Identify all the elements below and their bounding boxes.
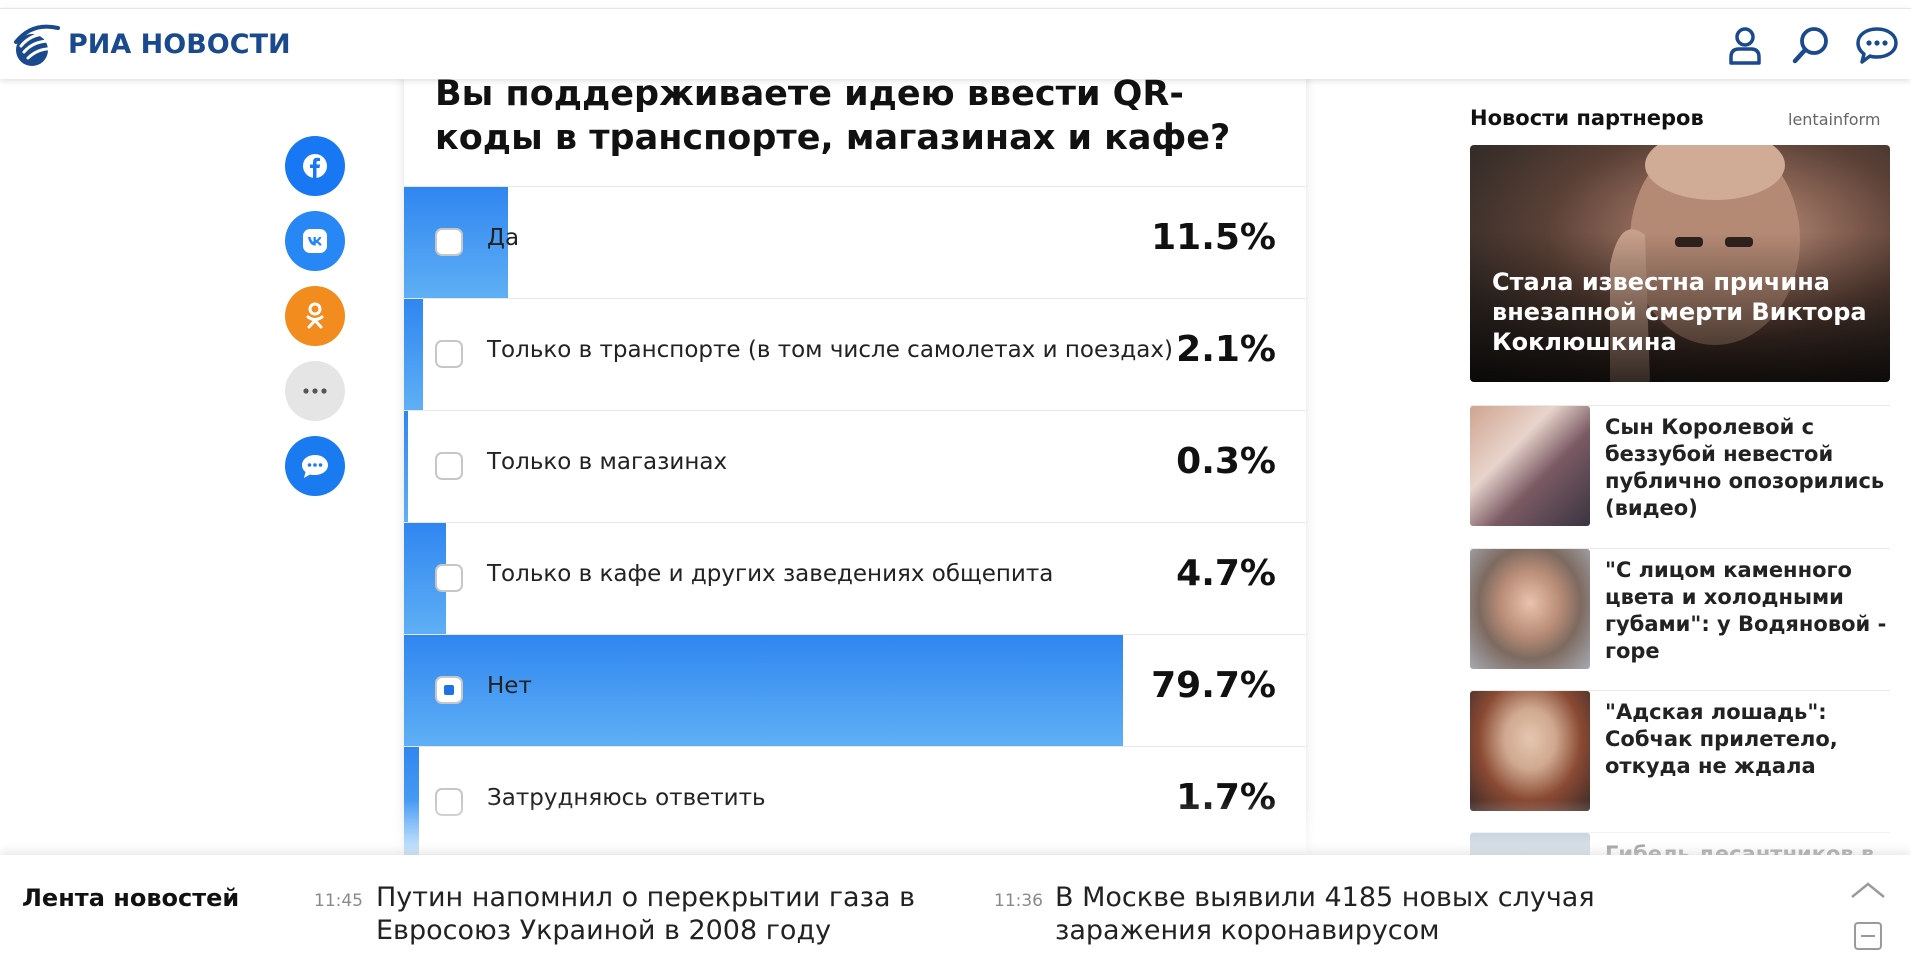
poll-option-checkbox[interactable]	[435, 228, 463, 256]
poll-option-percent: 0.3%	[1176, 441, 1276, 482]
site-header: РИА НОВОСТИ	[0, 8, 1911, 79]
poll-option-label: Только в кафе и других заведениях общепи…	[487, 561, 1054, 587]
partners-source-link[interactable]: lentainform	[1788, 110, 1881, 129]
poll-option-percent: 11.5%	[1151, 217, 1276, 258]
chevron-up-icon[interactable]	[1850, 881, 1886, 899]
poll-option-checkbox[interactable]	[435, 788, 463, 816]
logo-text: РИА НОВОСТИ	[68, 28, 291, 60]
poll-option-percent: 2.1%	[1176, 329, 1276, 370]
feed-headline[interactable]: Путин напомнил о перекрытии газа в Еврос…	[376, 882, 915, 946]
poll-option-label: Да	[487, 225, 520, 251]
partner-news-item[interactable]: "С лицом каменного цвета и холодными губ…	[1470, 548, 1890, 669]
ria-logo-icon	[14, 24, 60, 66]
poll-option[interactable]: Затрудняюсь ответить 1.7%	[404, 746, 1306, 859]
facebook-icon	[303, 154, 327, 178]
poll-option-checkbox[interactable]	[435, 340, 463, 368]
feed-headline[interactable]: В Москве выявили 4185 новых случая зараж…	[1055, 882, 1595, 946]
share-facebook-button[interactable]	[285, 136, 345, 196]
partner-hero-card[interactable]: Стала известна причина внезапной смерти …	[1470, 145, 1890, 382]
news-feed-bar: Лента новостей 11:45 Путин напомнил о пе…	[0, 855, 1911, 976]
partner-news-item[interactable]: "Адская лошадь": Собчак прилетело, откуд…	[1470, 690, 1890, 811]
feed-time: 11:36	[994, 891, 1043, 911]
poll-option-checkbox[interactable]	[435, 676, 463, 704]
news-headline: "Адская лошадь": Собчак прилетело, откуд…	[1605, 700, 1838, 778]
share-odnoklassniki-button[interactable]	[285, 286, 345, 346]
poll-option-percent: 1.7%	[1176, 777, 1276, 818]
feed-time: 11:45	[314, 891, 363, 911]
hero-gradient	[1470, 232, 1890, 382]
poll-option-label: Только в магазинах	[487, 449, 728, 475]
poll-option-checkbox[interactable]	[435, 452, 463, 480]
search-icon[interactable]	[1789, 23, 1833, 67]
more-icon	[303, 388, 327, 394]
news-headline: Сын Королевой с беззубой невестой публич…	[1605, 415, 1885, 520]
poll-option-bar	[404, 635, 1123, 747]
vk-icon	[303, 229, 327, 253]
comments-icon	[302, 455, 328, 478]
partner-news-item[interactable]: Сын Королевой с беззубой невестой публич…	[1470, 405, 1890, 526]
partners-news-title: Новости партнеров	[1470, 106, 1704, 130]
poll-option-percent: 4.7%	[1176, 553, 1276, 594]
hero-headline: Стала известна причина внезапной смерти …	[1492, 268, 1867, 356]
poll-option[interactable]: Нет 79.7%	[404, 634, 1306, 747]
poll-question: Вы поддерживаете идею ввести QR-коды в т…	[435, 74, 1231, 158]
poll-option-label: Нет	[487, 673, 532, 699]
user-icon[interactable]	[1723, 23, 1767, 67]
share-vk-button[interactable]	[285, 211, 345, 271]
news-thumbnail	[1470, 691, 1590, 811]
comments-button[interactable]	[285, 436, 345, 496]
poll-option-label: Затрудняюсь ответить	[487, 785, 766, 811]
poll-widget: Вы поддерживаете идею ввести QR-коды в т…	[404, 62, 1306, 859]
poll-option[interactable]: Да 11.5%	[404, 186, 1306, 299]
news-headline: "С лицом каменного цвета и холодными губ…	[1605, 558, 1887, 663]
poll-option-percent: 79.7%	[1151, 665, 1276, 706]
share-more-button[interactable]	[285, 361, 345, 421]
minimize-icon[interactable]	[1853, 921, 1883, 951]
news-thumbnail	[1470, 406, 1590, 526]
poll-option-bar	[404, 411, 408, 523]
poll-option-bar	[404, 747, 420, 859]
feed-title: Лента новостей	[22, 884, 240, 912]
odnoklassniki-icon	[306, 302, 324, 329]
poll-option[interactable]: Только в магазинах 0.3%	[404, 410, 1306, 523]
poll-option[interactable]: Только в кафе и других заведениях общепи…	[404, 522, 1306, 635]
poll-option-checkbox[interactable]	[435, 564, 463, 592]
news-thumbnail	[1470, 549, 1590, 669]
poll-option-label: Только в транспорте (в том числе самолет…	[487, 337, 1173, 363]
chat-icon[interactable]	[1855, 23, 1899, 67]
logo[interactable]: РИА НОВОСТИ	[12, 19, 291, 69]
poll-option-bar	[404, 299, 423, 411]
poll-option[interactable]: Только в транспорте (в том числе самолет…	[404, 298, 1306, 411]
